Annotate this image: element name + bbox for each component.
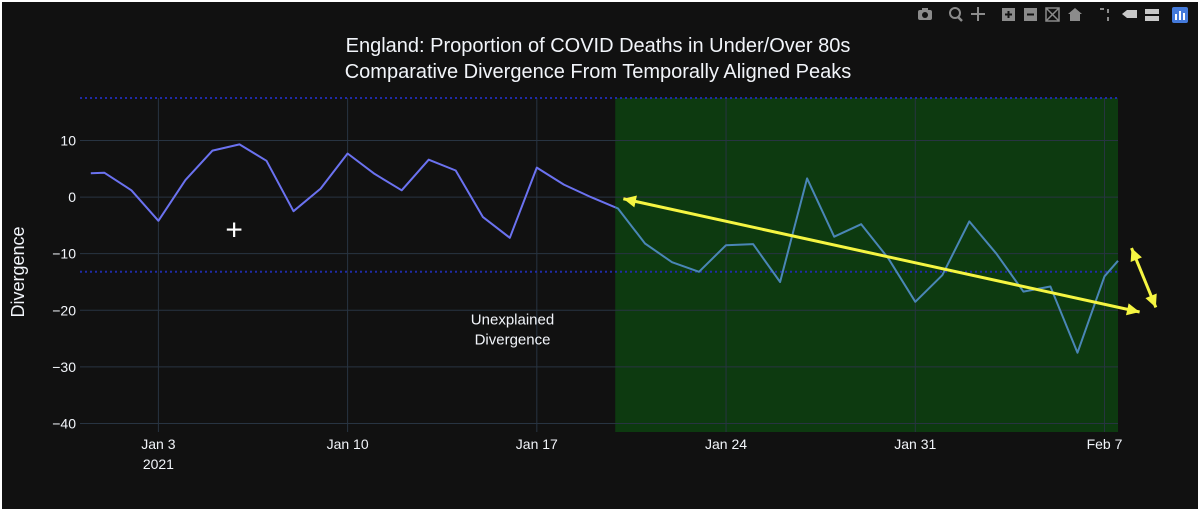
grid-lines: [80, 98, 1118, 432]
hover-compare-icon[interactable]: [1145, 9, 1159, 21]
crosshair-cursor: +: [225, 213, 243, 246]
series-line-divergence-shaded: [614, 177, 1119, 354]
y-tick-label: −30: [52, 359, 76, 375]
y-tick-label: 0: [68, 189, 76, 205]
y-tick-label: −20: [52, 302, 76, 318]
y-tick-label: −10: [52, 246, 76, 262]
y-tick-labels: 10 0 −10 −20 −30 −40: [52, 132, 76, 431]
camera-icon[interactable]: [918, 8, 932, 20]
chart-title-line2: Comparative Divergence From Temporally A…: [345, 61, 852, 83]
series-line-divergence: [90, 143, 616, 239]
shaded-region: [615, 98, 1118, 432]
hover-closest-icon[interactable]: [1122, 10, 1137, 18]
arrow-head: [1130, 248, 1142, 262]
pan-icon[interactable]: [971, 7, 985, 21]
x-tick-sublabel: 2021: [143, 456, 174, 472]
x-tick-labels: Jan 3 2021 Jan 10 Jan 17 Jan 24 Jan 31 Feb 7: [141, 436, 1122, 472]
plotly-logo-icon[interactable]: [1172, 7, 1188, 23]
y-axis-label: Divergence: [8, 226, 28, 317]
arrow-head: [623, 195, 637, 208]
zoom-icon[interactable]: [949, 7, 963, 22]
annotation-unexplained: Unexplained: [471, 312, 554, 329]
x-tick-label: Jan 31: [894, 436, 936, 452]
annotation-arrows: [623, 195, 1158, 316]
x-tick-label: Jan 24: [705, 436, 747, 452]
x-tick-label: Jan 17: [516, 436, 558, 452]
y-tick-label: −40: [52, 416, 76, 432]
spike-lines-icon[interactable]: [1100, 8, 1109, 21]
y-tick-label: 10: [60, 132, 76, 148]
modebar: [918, 7, 1188, 23]
chart-title-line1: England: Proportion of COVID Deaths in U…: [346, 35, 851, 57]
x-tick-label: Jan 10: [327, 436, 369, 452]
zoom-in-icon[interactable]: [1002, 8, 1015, 21]
annotation-divergence: Divergence: [475, 332, 551, 349]
reset-axes-icon[interactable]: [1068, 8, 1082, 21]
arrow-head: [1126, 303, 1140, 316]
arrow-head: [1145, 293, 1157, 308]
x-tick-label: Feb 7: [1087, 436, 1123, 452]
zoom-out-icon[interactable]: [1024, 8, 1037, 21]
x-tick-label: Jan 3: [141, 436, 175, 452]
autoscale-icon[interactable]: [1045, 7, 1060, 22]
arrow-shaft: [623, 197, 1140, 314]
